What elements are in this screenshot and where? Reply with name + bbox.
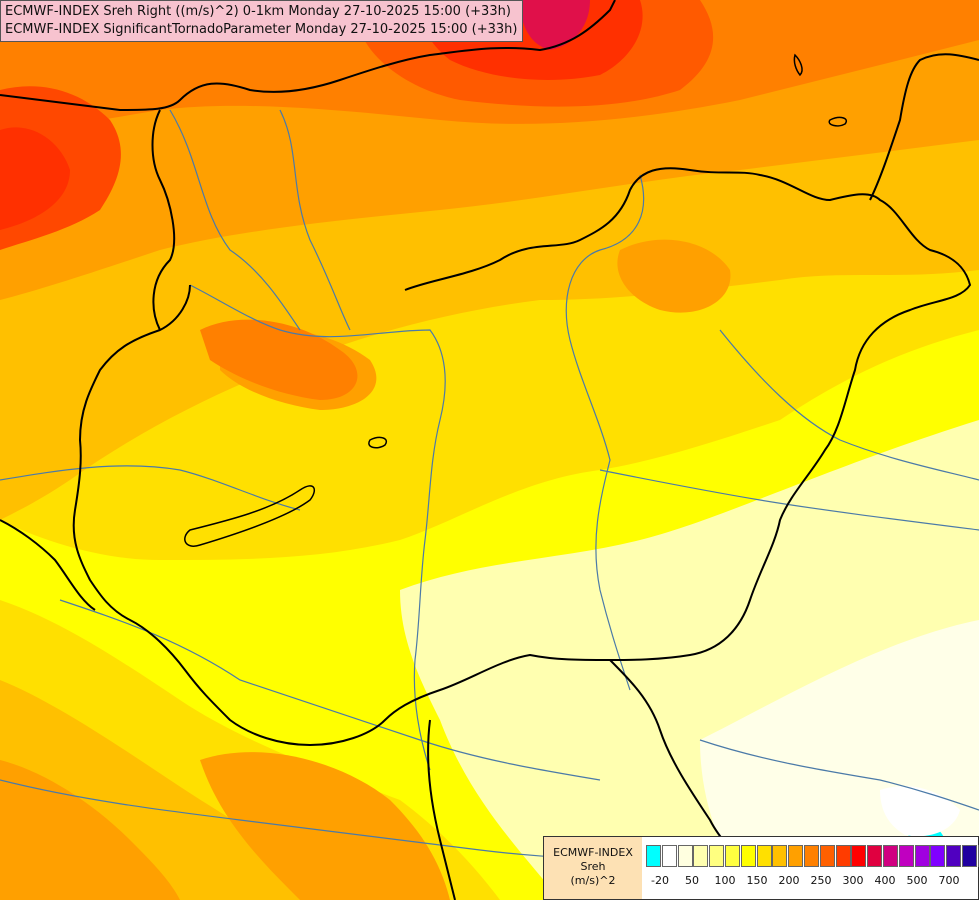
legend-swatch — [977, 845, 979, 867]
lake-small-2 — [828, 116, 847, 127]
legend-swatch — [930, 845, 946, 867]
legend-source: ECMWF-INDEX — [553, 846, 633, 859]
field-white-patch — [880, 786, 960, 837]
legend-swatch — [724, 845, 740, 867]
river-north-1 — [169, 109, 301, 331]
lake-small-1 — [368, 436, 387, 449]
lake-balaton — [184, 485, 316, 547]
field-orange-patch-east — [617, 239, 731, 313]
color-legend: ECMWF-INDEX Sreh (m/s)^2 -20 50 100 150 200 2… — [543, 836, 979, 900]
field-orange-south-center — [200, 752, 450, 900]
field-crimson-core — [520, 0, 590, 50]
legend-swatch — [788, 845, 804, 867]
map-title-box: ECMWF-INDEX Sreh Right ((m/s)^2) 0-1km M… — [0, 0, 524, 42]
legend-tick-label: 400 — [874, 874, 896, 887]
border-north — [0, 0, 616, 112]
field-red-northwest — [0, 127, 70, 230]
legend-label-panel: ECMWF-INDEX Sreh (m/s)^2 — [544, 837, 642, 899]
legend-swatch — [898, 845, 914, 867]
legend-swatch — [867, 845, 883, 867]
legend-swatch — [946, 845, 962, 867]
legend-swatch — [646, 845, 661, 867]
legend-tick-label: 500 — [906, 874, 928, 887]
legend-tick-label: 200 — [778, 874, 800, 887]
border-northeast — [869, 53, 979, 201]
river-east-2 — [599, 469, 979, 531]
legend-ticks: -20 50 100 150 200 250 300 400 500 700 — [646, 874, 976, 890]
legend-swatch — [882, 845, 898, 867]
lake-small-3 — [793, 53, 803, 77]
map-title-line-1: ECMWF-INDEX Sreh Right ((m/s)^2) 0-1km M… — [5, 4, 511, 19]
legend-unit: (m/s)^2 — [570, 874, 616, 887]
legend-swatch — [803, 845, 819, 867]
field-deep-orange-band — [200, 319, 358, 400]
legend-swatches — [646, 845, 979, 867]
river-tisza — [565, 174, 645, 691]
field-amber-north — [0, 80, 979, 520]
legend-tick-label: 250 — [810, 874, 832, 887]
river-west-1 — [0, 465, 301, 511]
legend-tick-label: 50 — [685, 874, 699, 887]
border-southwest — [0, 519, 96, 611]
legend-tick-label: 150 — [746, 874, 768, 887]
border-south — [427, 719, 456, 900]
border-hungary — [72, 167, 972, 747]
legend-swatch — [756, 845, 772, 867]
legend-swatch — [661, 845, 677, 867]
legend-swatch — [740, 845, 756, 867]
river-north-2 — [279, 109, 351, 331]
map-title-line-2: ECMWF-INDEX SignificantTornadoParameter … — [5, 22, 518, 37]
legend-swatch — [835, 845, 851, 867]
legend-swatch — [709, 845, 725, 867]
legend-tick-label: 700 — [938, 874, 960, 887]
legend-swatch — [772, 845, 788, 867]
legend-swatch — [914, 845, 930, 867]
river-danube — [189, 284, 446, 771]
field-orange-southwest — [0, 760, 180, 900]
border-west — [151, 109, 176, 331]
river-east-1 — [719, 329, 979, 481]
legend-swatch — [961, 845, 977, 867]
river-southeast — [699, 739, 979, 811]
legend-variable: Sreh — [580, 860, 606, 873]
legend-swatch — [693, 845, 709, 867]
legend-tick-label: 100 — [714, 874, 736, 887]
legend-swatch — [677, 845, 693, 867]
legend-swatch — [851, 845, 867, 867]
legend-tick-label: 300 — [842, 874, 864, 887]
legend-tick-label: -20 — [651, 874, 669, 887]
legend-swatch — [819, 845, 835, 867]
